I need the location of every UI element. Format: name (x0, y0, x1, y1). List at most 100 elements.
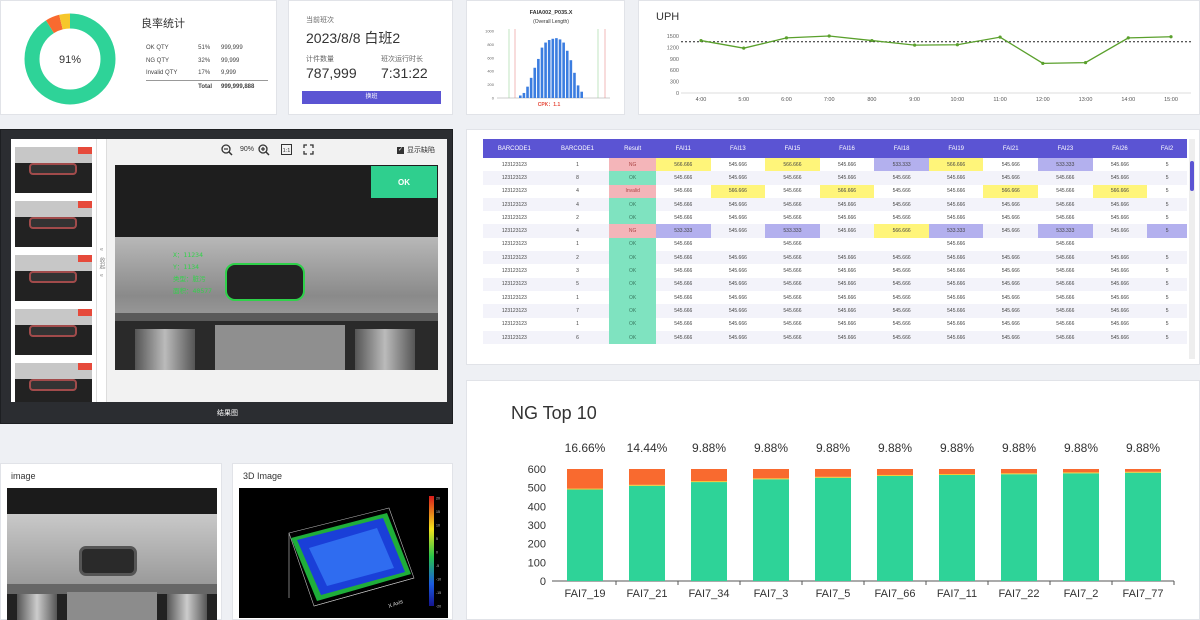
table-row[interactable]: 123123123 7 OK 545.666 545.666 545.666 545.666… (483, 304, 1187, 318)
table-row[interactable]: 123123123 4 NG 533.333 545.666 533.333 545.666… (483, 224, 1187, 238)
thumbnail[interactable] (15, 201, 92, 247)
thumbnail[interactable] (15, 147, 92, 193)
table-header[interactable]: Result (609, 139, 656, 158)
chevron-left-icon: « (99, 273, 104, 279)
ng-y-tick: 600 (528, 464, 546, 476)
table-cell: 1 (576, 161, 579, 168)
table-row[interactable]: 123123123 3 OK 545.666 545.666 545.666 545.666… (483, 264, 1187, 278)
uph-point (998, 35, 1002, 39)
ok-status-button[interactable]: OK (371, 166, 437, 198)
table-cell: 545.666 (710, 277, 766, 291)
inspection-viewer: « 收起 « 90% 1:1 ✓ 显示缺陷 X：11234 Y：1134 类型：脏污面… (0, 129, 453, 424)
table-cell: NG (609, 158, 656, 172)
table-cell: 545.666 (983, 224, 1039, 238)
uph-x-tick: 13:00 (1079, 97, 1093, 103)
table-header[interactable]: FAI2 (1147, 139, 1187, 158)
table-cell: 566.666 (928, 158, 984, 172)
scrollbar-thumb[interactable] (1190, 161, 1194, 191)
table-row[interactable]: 123123123 2 OK 545.666 545.666 545.666 545.666… (483, 211, 1187, 225)
table-row[interactable]: 123123123 5 OK 545.666 545.666 545.666 545.666… (483, 277, 1187, 291)
yield-row: OK QTY 51% 999,999 (146, 41, 268, 54)
table-header[interactable]: FAI23 (1038, 139, 1093, 158)
uph-x-tick: 800 (867, 97, 876, 103)
ng-x-tick: FAI7_34 (689, 588, 730, 600)
hist-bar (537, 58, 540, 98)
table-row[interactable]: 123123123 2 OK 545.666 545.666 545.666 545.666… (483, 251, 1187, 265)
thumbnail-strip[interactable] (11, 139, 96, 402)
zoom-out-icon[interactable] (221, 144, 233, 156)
hist-bar (544, 42, 547, 98)
table-cell: 545.666 (928, 277, 984, 291)
colorbar-tick: -20 (436, 605, 441, 609)
current-shift-value: 2023/8/8 白班2 (306, 30, 401, 46)
table-cell: 123123123 (483, 330, 546, 345)
table-header[interactable]: FAI21 (983, 139, 1039, 158)
count-value: 787,999 (306, 65, 357, 81)
ng-y-tick: 500 (528, 483, 546, 495)
ng-bar-segment (877, 475, 913, 581)
table-header[interactable]: FAI16 (819, 139, 875, 158)
table-cell: 545.666 (892, 188, 911, 195)
table-cell: 5 (1147, 304, 1187, 318)
checkbox-checked-icon: ✓ (397, 146, 404, 154)
table-cell: 123123123 (483, 277, 546, 291)
colorbar-tick: -15 (436, 591, 441, 595)
histogram-card: FAIA002_P035.X (Overall Length) CPK：1.1 … (466, 0, 625, 115)
table-header[interactable]: FAI26 (1092, 139, 1148, 158)
table-row[interactable]: 123123123 1 OK 545.666 545.666 545.666 545.666… (483, 290, 1187, 305)
table-cell: 533.333 (765, 224, 820, 238)
table-cell: NG (609, 224, 656, 238)
table-cell: 545.666 (928, 251, 984, 265)
zoom-in-icon[interactable] (258, 144, 270, 156)
table-header[interactable]: FAI15 (765, 139, 820, 158)
thumbnail[interactable] (15, 309, 92, 355)
table-header[interactable]: FAI11 (656, 139, 711, 158)
ng-x-tick: FAI7_21 (627, 588, 668, 600)
table-cell: 545.666 (983, 171, 1039, 185)
uph-point (699, 38, 703, 43)
table-row[interactable]: 123123123 4 Invalid 545.666 566.666 545.666 56… (483, 184, 1187, 198)
table-cell: OK (609, 317, 656, 331)
table-cell: 545.666 (783, 294, 802, 301)
table-header[interactable]: FAI19 (928, 139, 984, 158)
table-cell: 545.666 (1110, 161, 1129, 168)
show-defects-toggle[interactable]: ✓ 显示缺陷 (397, 145, 435, 155)
table-header[interactable]: BARCODE1 (545, 139, 610, 158)
ng-flag-icon (78, 255, 92, 262)
hist-y-tick: 400 (487, 69, 494, 74)
ng-bar-segment (1001, 473, 1037, 475)
table-header[interactable]: BARCODE1 (483, 139, 546, 158)
table-cell: 545.666 (947, 268, 966, 275)
table-cell: 545.666 (765, 330, 820, 345)
table-cell: 545.666 (1001, 214, 1020, 221)
actual-size-icon[interactable]: 1:1 (281, 144, 292, 155)
table-row[interactable]: 123123123 1 OK 545.666 545.666 545.666 545.666… (483, 317, 1187, 331)
table-cell: 545.666 (1056, 321, 1075, 328)
table-cell: 545.666 (710, 224, 766, 238)
table-cell: 545.666 (1056, 188, 1075, 195)
table-cell: 123123123 (483, 251, 546, 265)
table-cell: 545.666 (928, 330, 984, 345)
table-row[interactable]: 123123123 6 OK 545.666 545.666 545.666 545.666… (483, 330, 1187, 345)
table-cell: 123123123 (501, 241, 527, 248)
collapse-toggle[interactable]: « 收起 « (96, 139, 107, 402)
table-cell (874, 238, 929, 251)
table-row[interactable]: 123123123 1 NG 566.666 545.666 566.666 545.666… (483, 158, 1187, 172)
table-cell: 5 (1147, 277, 1187, 291)
table-row[interactable]: 123123123 1 OK 545.666 545.666 545.666 545.666 (483, 237, 1187, 252)
table-row[interactable]: 123123123 8 OK 545.666 545.666 545.666 545.666… (483, 171, 1187, 185)
x-axis-label: X Axis (388, 599, 405, 610)
table-row[interactable]: 123123123 4 OK 545.666 545.666 545.666 545.666… (483, 197, 1187, 212)
table-header[interactable]: FAI18 (874, 139, 929, 158)
table-header[interactable]: FAI13 (710, 139, 766, 158)
fullscreen-icon[interactable] (303, 144, 314, 155)
table-cell: 5 (1147, 251, 1187, 265)
table-cell: 533.333 (1038, 158, 1093, 172)
thumbnail[interactable] (15, 363, 92, 402)
thumbnail[interactable] (15, 255, 92, 301)
table-scrollbar[interactable] (1189, 139, 1195, 359)
table-cell: 545.666 (1038, 171, 1093, 185)
table-cell: 545.666 (765, 251, 820, 265)
table-cell: 545.666 (874, 251, 929, 265)
change-shift-button[interactable]: 换班 (302, 91, 441, 104)
